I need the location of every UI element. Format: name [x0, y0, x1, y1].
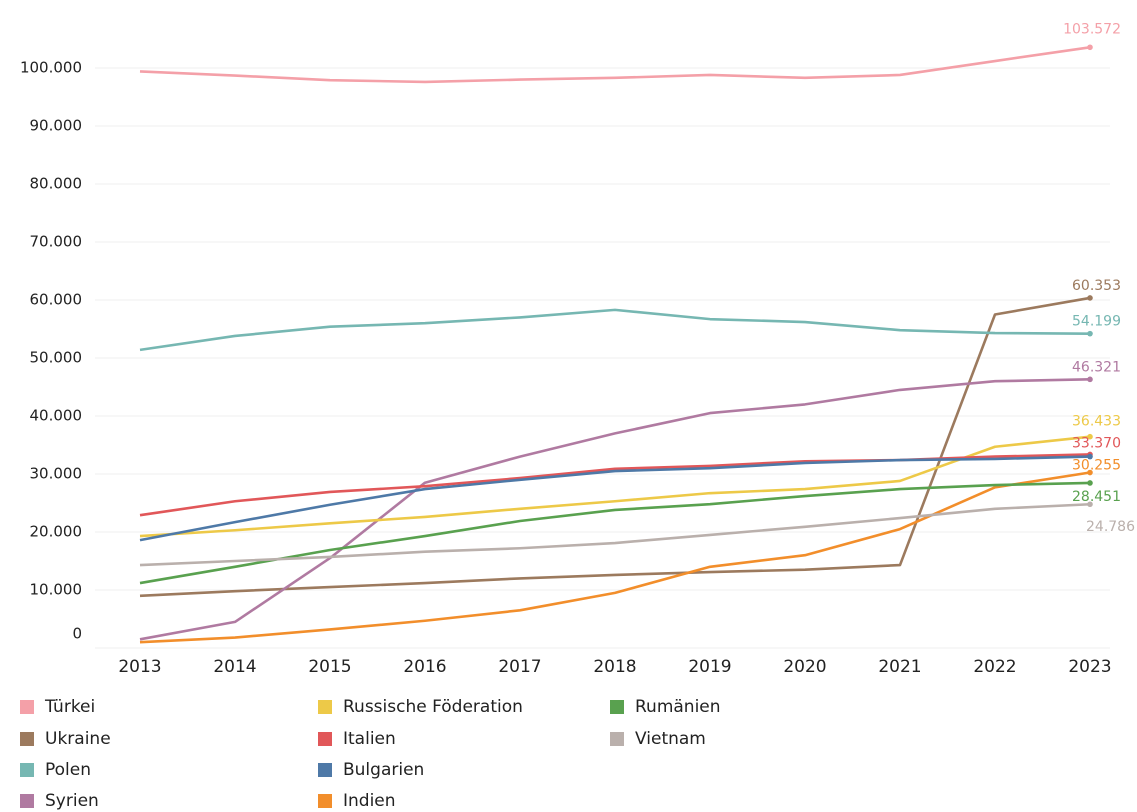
- legend-label: Vietnam: [635, 729, 706, 749]
- legend-swatch: [20, 732, 34, 746]
- end-point: [1087, 44, 1093, 51]
- series-line: [139, 308, 1091, 352]
- end-point: [1087, 376, 1093, 383]
- series-line: [139, 378, 1091, 641]
- end-point: [1087, 433, 1093, 440]
- x-tick-label: 2018: [593, 657, 636, 677]
- x-tick-label: 2015: [308, 657, 351, 677]
- legend-swatch: [20, 794, 34, 808]
- legend-swatch: [318, 763, 332, 777]
- value-label: 30.255: [1072, 458, 1121, 474]
- x-tick-label: 2021: [878, 657, 921, 677]
- y-tick-label: 0: [72, 625, 82, 643]
- series-line: [139, 455, 1091, 542]
- y-tick-label: 100.000: [20, 59, 82, 77]
- y-tick-label: 60.000: [30, 291, 83, 309]
- series-line: [139, 481, 1091, 585]
- y-tick-label: 20.000: [30, 523, 83, 541]
- legend-label: Polen: [45, 760, 91, 780]
- legend-label: Russische Föderation: [343, 697, 523, 717]
- legend-label: Syrien: [45, 791, 99, 811]
- value-label: 33.370: [1072, 435, 1121, 451]
- y-tick-label: 30.000: [30, 465, 83, 483]
- legend-swatch: [610, 732, 624, 746]
- value-label: 24.786: [1086, 519, 1135, 535]
- series-line: [139, 296, 1091, 598]
- end-point: [1087, 480, 1093, 486]
- x-tick-label: 2022: [973, 657, 1016, 677]
- end-point: [1087, 469, 1093, 476]
- y-tick-label: 90.000: [30, 117, 83, 135]
- y-tick-label: 80.000: [30, 175, 83, 193]
- end-point: [1087, 453, 1093, 460]
- x-tick-label: 2016: [403, 657, 446, 677]
- legend-label: Bulgarien: [343, 760, 424, 780]
- x-tick-label: 2019: [688, 657, 731, 677]
- x-tick-label: 2014: [213, 657, 256, 677]
- end-point: [1087, 295, 1093, 301]
- x-tick-label: 2020: [783, 657, 826, 677]
- legend-label: Rumänien: [635, 697, 721, 717]
- series-line: [139, 502, 1091, 567]
- series-line: [139, 435, 1091, 538]
- legend-label: Türkei: [44, 697, 95, 717]
- series-line: [139, 45, 1091, 84]
- x-tick-label: 2013: [118, 657, 161, 677]
- legend-swatch: [20, 700, 34, 714]
- legend-swatch: [20, 763, 34, 777]
- legend-label: Indien: [343, 791, 396, 811]
- y-tick-label: 50.000: [30, 349, 83, 367]
- legend-swatch: [318, 732, 332, 746]
- x-tick-label: 2017: [498, 657, 541, 677]
- value-label: 28.451: [1072, 489, 1121, 505]
- end-point: [1087, 330, 1093, 337]
- y-tick-label: 40.000: [30, 407, 83, 425]
- value-label: 103.572: [1063, 21, 1121, 37]
- legend-swatch: [318, 794, 332, 808]
- value-label: 36.433: [1072, 414, 1121, 430]
- y-tick-label: 10.000: [30, 581, 83, 599]
- legend-label: Italien: [343, 729, 396, 749]
- legend-swatch: [318, 700, 332, 714]
- value-label: 46.321: [1072, 359, 1121, 375]
- x-tick-label: 2023: [1068, 657, 1111, 677]
- end-point: [1087, 501, 1093, 508]
- legend-swatch: [610, 700, 624, 714]
- y-tick-label: 70.000: [30, 233, 83, 251]
- legend-label: Ukraine: [45, 729, 111, 749]
- value-label: 54.199: [1072, 314, 1121, 330]
- value-label: 60.353: [1072, 278, 1121, 294]
